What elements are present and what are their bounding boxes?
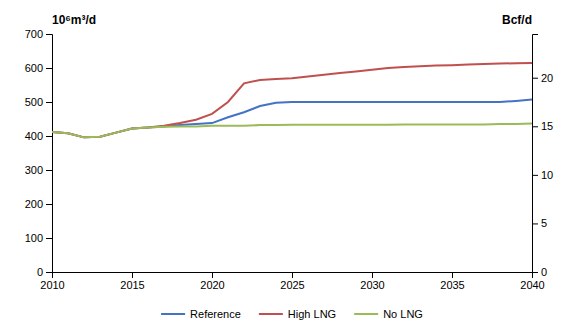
tick-label: 600 [25,62,43,74]
tick-mark [372,272,373,278]
tick: 2020 [200,272,224,291]
tick: 100 [25,232,52,244]
y-axis: 0 100 200 300 400 500 600 700 [25,28,53,278]
tick-label: 2010 [40,279,64,291]
tick: 2015 [120,272,144,291]
tick-mark [46,204,52,205]
tick-mark [532,223,538,224]
axis-line [46,35,53,273]
legend-label: No LNG [383,308,423,320]
x-axis: 2010 2015 2020 2025 2030 2035 2040 [40,272,544,291]
legend-label: High LNG [288,308,336,320]
tick-label: 0 [37,266,43,278]
y2-axis: 0 5 10 15 20 [532,35,553,279]
tick: 5 [532,217,547,229]
legend-item: Reference [161,308,241,320]
tick-label: 400 [25,130,43,142]
tick-mark [46,68,52,69]
tick-mark [292,272,293,278]
legend: Reference High LNG No LNG [161,308,423,320]
tick-mark [132,272,133,278]
tick-mark [212,272,213,278]
legend-item: High LNG [259,308,336,320]
legend-swatch [354,313,378,315]
tick-label: 200 [25,198,43,210]
tick-label: 2035 [440,279,464,291]
legend-item: No LNG [354,308,423,320]
tick: 0 [532,266,547,278]
tick-mark [46,170,52,171]
tick-label: 5 [541,217,547,229]
tick-label: 2025 [280,279,304,291]
tick-mark [46,102,52,103]
legend-swatch [259,313,283,315]
tick: 15 [532,120,553,132]
tick: 0 [37,266,52,278]
tick: 2025 [280,272,304,291]
tick: 10 [532,169,553,181]
tick-mark [452,272,453,278]
tick-mark [532,175,538,176]
chart: 2010201520202025203020352040010020030040… [0,0,580,334]
y2-axis-label: Bcf/d [502,13,532,27]
tick-label: 500 [25,96,43,108]
tick-mark [532,272,538,273]
tick-label: 2030 [360,279,384,291]
tick-label: 0 [541,266,547,278]
tick: 400 [25,130,52,142]
tick-label: 10 [541,169,553,181]
tick: 2030 [360,272,384,291]
tick-label: 300 [25,164,43,176]
tick-mark [532,126,538,127]
tick: 200 [25,198,52,210]
tick-mark [46,272,52,273]
tick-mark [46,34,52,35]
axis-line [533,35,539,273]
tick: 300 [25,164,52,176]
tick-label: 2040 [520,279,544,291]
tick-label: 15 [541,120,553,132]
tick-mark [46,136,52,137]
series-line [52,123,532,137]
tick-label: 700 [25,28,43,40]
axis-line [53,273,533,279]
plot: 2010201520202025203020352040010020030040… [25,13,554,291]
tick: 20 [532,72,553,84]
tick-label: 2015 [120,279,144,291]
tick-label: 2020 [200,279,224,291]
tick: 700 [25,28,52,40]
tick: 500 [25,96,52,108]
y-axis-label: 10⁶m³/d [52,13,96,27]
series-line [52,63,532,137]
legend-swatch [161,313,185,315]
tick-label: 20 [541,72,553,84]
tick: 2035 [440,272,464,291]
lines [52,63,532,137]
series-line [52,100,532,138]
legend-label: Reference [190,308,241,320]
tick-mark [532,78,538,79]
tick-label: 100 [25,232,43,244]
tick: 600 [25,62,52,74]
tick-mark [46,238,52,239]
tick: 2010 [40,272,64,291]
